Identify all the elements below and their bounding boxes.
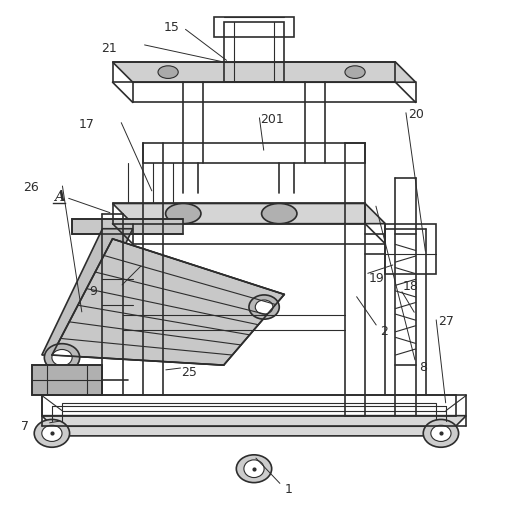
Text: 27: 27: [438, 315, 454, 328]
Ellipse shape: [262, 204, 297, 224]
Polygon shape: [31, 365, 103, 395]
Text: 8: 8: [419, 360, 427, 373]
Text: 19: 19: [368, 272, 384, 285]
Polygon shape: [72, 219, 183, 234]
Ellipse shape: [52, 350, 72, 366]
Ellipse shape: [158, 67, 178, 79]
Text: A: A: [54, 189, 65, 204]
Text: 26: 26: [23, 181, 39, 194]
Bar: [224, 22, 284, 83]
Ellipse shape: [249, 295, 279, 320]
Text: 18: 18: [403, 279, 419, 292]
Polygon shape: [42, 229, 133, 355]
Text: 7: 7: [21, 419, 29, 433]
Ellipse shape: [42, 426, 62, 442]
Text: 15: 15: [164, 21, 179, 34]
Ellipse shape: [431, 426, 451, 442]
Polygon shape: [113, 63, 416, 83]
Text: 2: 2: [380, 325, 388, 337]
Ellipse shape: [255, 300, 273, 315]
Polygon shape: [42, 416, 466, 436]
Text: 9: 9: [89, 285, 98, 297]
Ellipse shape: [34, 419, 70, 447]
Ellipse shape: [166, 204, 201, 224]
Text: 25: 25: [181, 365, 197, 378]
Ellipse shape: [423, 419, 459, 447]
Bar: [386, 224, 436, 275]
Ellipse shape: [236, 455, 272, 483]
Text: 17: 17: [79, 118, 95, 131]
Polygon shape: [52, 239, 284, 365]
Ellipse shape: [44, 344, 80, 372]
Bar: [213, 17, 295, 38]
Polygon shape: [113, 204, 386, 224]
Text: 20: 20: [408, 108, 424, 121]
Text: 1: 1: [284, 483, 292, 495]
Ellipse shape: [244, 460, 264, 477]
Text: 21: 21: [101, 42, 116, 55]
Text: 201: 201: [260, 113, 284, 126]
Bar: [62, 403, 436, 426]
Ellipse shape: [345, 67, 365, 79]
